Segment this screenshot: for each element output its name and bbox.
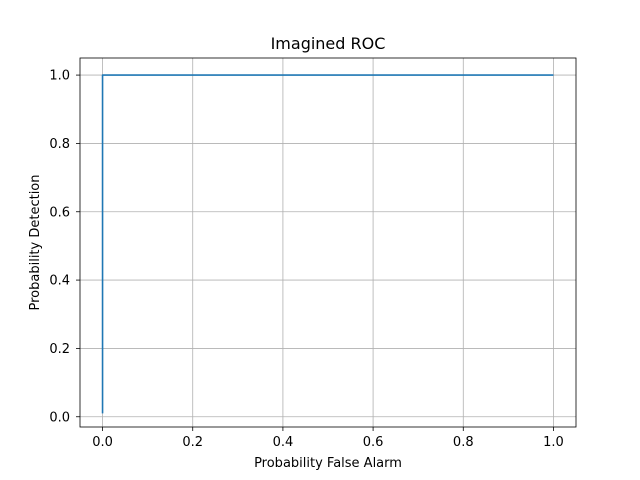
x-axis-ticks: 0.0 0.2 0.4 0.6 0.8 1.0 bbox=[92, 427, 564, 450]
roc-curve-line bbox=[101, 74, 554, 414]
x-tick-label: 0.2 bbox=[182, 435, 203, 450]
y-tick-label: 1.0 bbox=[49, 69, 70, 84]
x-tick-label: 1.0 bbox=[543, 435, 564, 450]
y-tick-label: 0.0 bbox=[49, 410, 70, 425]
y-tick-label: 0.4 bbox=[49, 274, 70, 289]
x-tick-label: 0.4 bbox=[273, 435, 294, 450]
y-tick-label: 0.2 bbox=[49, 342, 70, 357]
y-tick-label: 0.6 bbox=[49, 205, 70, 220]
chart-title: Imagined ROC bbox=[271, 34, 386, 53]
y-tick-label: 0.8 bbox=[49, 137, 70, 152]
x-tick-label: 0.6 bbox=[363, 435, 384, 450]
y-axis-label: Probability Detection bbox=[28, 174, 43, 310]
x-axis-label: Probability False Alarm bbox=[254, 456, 402, 471]
series-layer bbox=[101, 74, 554, 414]
x-tick-label: 0.8 bbox=[453, 435, 474, 450]
y-axis-ticks: 0.0 0.2 0.4 0.6 0.8 1.0 bbox=[49, 69, 80, 425]
grid bbox=[80, 58, 576, 427]
plot-frame bbox=[79, 57, 577, 428]
x-tick-label: 0.0 bbox=[92, 435, 113, 450]
